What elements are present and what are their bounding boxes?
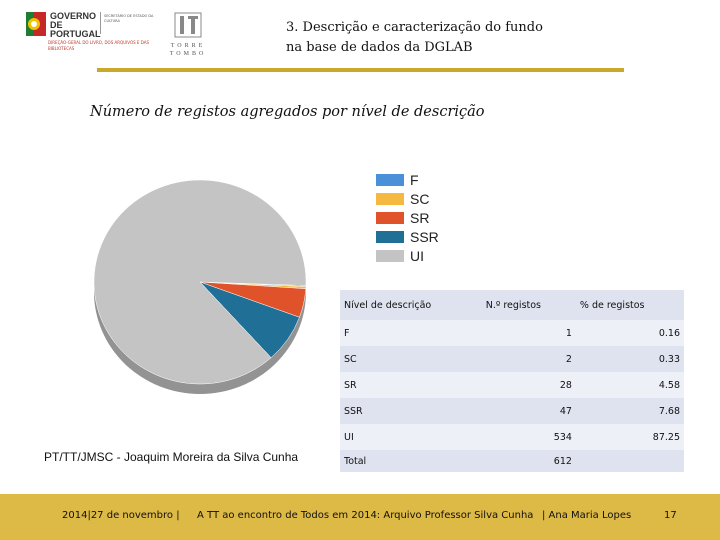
data-table: Nível de descrição N.º registos % de reg… [340, 290, 684, 472]
table-row: UI 534 87.25 [340, 424, 684, 450]
table-cell-pct: 4.58 [658, 379, 680, 391]
portugal-emblem-icon [26, 12, 46, 36]
table-total-count: 612 [553, 455, 572, 467]
legend-swatch [376, 211, 404, 224]
table-row: SR 28 4.58 [340, 372, 684, 398]
legend-item-f: F [376, 170, 439, 189]
table-cell-level: UI [344, 431, 354, 443]
footer-page-number: 17 [664, 510, 677, 521]
table-total-row: Total 612 [340, 450, 684, 472]
table-cell-pct: 0.33 [658, 353, 680, 365]
legend-item-ui: UI [376, 246, 439, 265]
header-rule [97, 68, 624, 72]
table-cell-count: 1 [565, 327, 572, 339]
torre-tombo-text: TORRE TOMBO [169, 43, 207, 57]
footer-date: 2014|27 de novembro | [62, 510, 180, 521]
page-title-line-1: 3. Descrição e caracterização do fundo [286, 20, 543, 35]
legend-swatch [376, 249, 404, 262]
table-cell-level: F [344, 327, 350, 339]
table-cell-level: SC [344, 353, 357, 365]
ministry-text: SECRETÁRIO DE ESTADO DA CULTURA [104, 14, 154, 23]
footer-bar: 2014|27 de novembro | A TT ao encontro d… [0, 494, 720, 540]
legend-item-sc: SC [376, 189, 439, 208]
table-cell-pct: 7.68 [658, 405, 680, 417]
page-title: 3. Descrição e caracterização do fundo n… [286, 18, 543, 58]
pie-chart [93, 179, 307, 394]
legend-label: SR [410, 209, 430, 226]
table-total-label: Total [344, 455, 367, 467]
table-header: % de registos [579, 299, 645, 311]
legend-item-ssr: SSR [376, 227, 439, 246]
dglab-text: DIREÇÃO-GERAL DO LIVRO, DOS ARQUIVOS E D… [48, 40, 149, 51]
table-row: SC 2 0.33 [340, 346, 684, 372]
torre-tombo-logo: TORRE TOMBO [166, 12, 210, 57]
legend-label: F [410, 171, 419, 188]
table-cell-level: SSR [344, 405, 363, 417]
legend-label: SC [410, 190, 430, 207]
logo-separator [100, 12, 101, 34]
legend-label: SSR [410, 228, 439, 245]
legend-swatch [376, 173, 404, 186]
table-total-empty [576, 450, 684, 472]
table-header: Nível de descrição [344, 299, 432, 311]
legend-label: UI [410, 247, 424, 264]
legend-swatch [376, 230, 404, 243]
table-row: F 1 0.16 [340, 320, 684, 346]
table-row: SSR 47 7.68 [340, 398, 684, 424]
footer-author: | Ana Maria Lopes [542, 510, 632, 521]
governo-portugal-logo: GOVERNO DE PORTUGAL SECRETÁRIO DE ESTADO… [26, 10, 154, 58]
legend-item-sr: SR [376, 208, 439, 227]
table-header-row: Nível de descrição N.º registos % de reg… [340, 290, 684, 320]
table-cell-count: 2 [565, 353, 572, 365]
torre-tombo-mark-icon [174, 12, 202, 38]
table-cell-count: 534 [553, 431, 572, 443]
page-title-line-2: na base de dados da DGLAB [286, 40, 473, 55]
fonds-caption: PT/TT/JMSC - Joaquim Moreira da Silva Cu… [44, 450, 299, 464]
footer-event: A TT ao encontro de Todos em 2014: Arqui… [197, 510, 534, 521]
legend-swatch [376, 192, 404, 205]
table-header: N.º registos [485, 299, 542, 311]
table-cell-pct: 87.25 [652, 431, 680, 443]
pie-slice-ui [93, 179, 307, 385]
table-cell-level: SR [344, 379, 357, 391]
table-cell-count: 28 [559, 379, 572, 391]
gov-logo-text: GOVERNO DE PORTUGAL [50, 11, 101, 39]
table-cell-pct: 0.16 [658, 327, 680, 339]
chart-legend: F SC SR SSR UI [376, 170, 439, 265]
chart-subtitle: Número de registos agregados por nível d… [90, 104, 485, 120]
table-cell-count: 47 [559, 405, 572, 417]
